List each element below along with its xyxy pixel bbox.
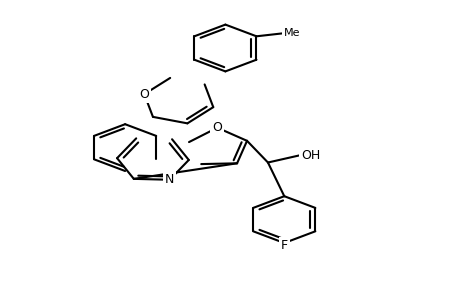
Text: O: O [139,88,149,101]
Text: Me: Me [284,28,300,38]
Text: O: O [212,121,222,134]
Text: OH: OH [301,148,320,161]
Text: F: F [280,239,287,252]
Text: N: N [165,173,174,186]
